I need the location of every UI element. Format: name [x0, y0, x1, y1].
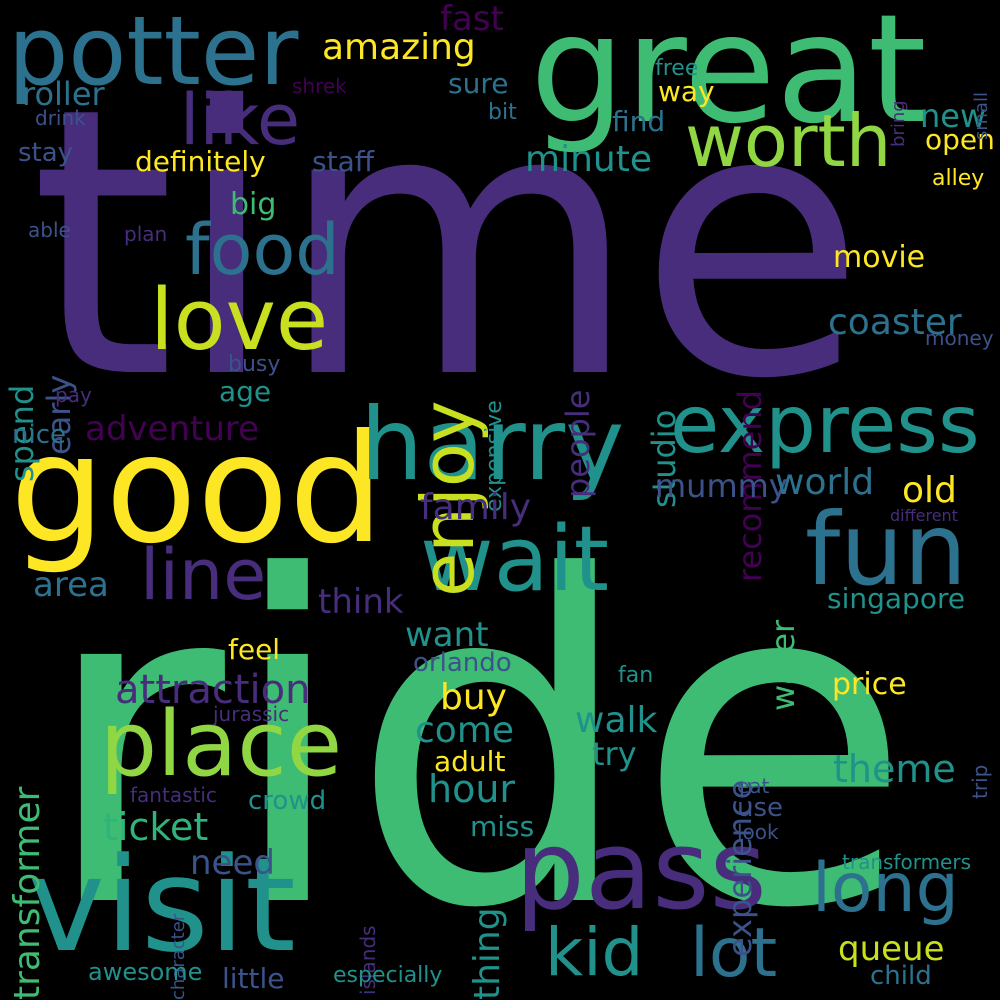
- word-attraction: attraction: [115, 667, 311, 713]
- word-staff: staff: [312, 145, 375, 178]
- word-definitely: definitely: [135, 145, 266, 178]
- word-new: new: [920, 97, 987, 135]
- word-transformers: transformers: [842, 850, 971, 874]
- word-ride: ride: [40, 483, 913, 1000]
- word-good: good: [10, 403, 384, 577]
- word-old: old: [902, 470, 957, 511]
- word-area: area: [33, 565, 109, 605]
- word-sure: sure: [448, 67, 509, 100]
- word-character: character: [168, 913, 189, 1000]
- word-transformer: transformer: [7, 786, 48, 1000]
- word-come: come: [415, 710, 515, 751]
- word-use: use: [737, 793, 784, 823]
- word-lot: lot: [690, 914, 778, 993]
- word-money: money: [925, 326, 994, 350]
- word-want: want: [405, 615, 489, 655]
- word-find: find: [612, 105, 666, 138]
- word-amazing: amazing: [322, 27, 476, 68]
- word-try: try: [592, 735, 637, 773]
- word-fast: fast: [440, 0, 504, 39]
- word-pass: pass: [515, 806, 767, 934]
- word-able: able: [28, 218, 71, 242]
- word-worth: worth: [685, 99, 892, 183]
- word-feel: feel: [228, 633, 281, 666]
- word-free: free: [655, 56, 699, 81]
- word-big: big: [230, 187, 277, 222]
- word-family: family: [420, 487, 532, 528]
- word-wait: wait: [420, 507, 610, 612]
- word-bit: bit: [488, 100, 517, 125]
- word-visit: visit: [28, 829, 296, 981]
- word-coaster: coaster: [828, 302, 962, 343]
- word-love: love: [150, 271, 329, 370]
- word-pay: pay: [55, 383, 92, 407]
- word-walk: walk: [575, 700, 658, 741]
- word-price: price: [832, 667, 907, 702]
- word-world: world: [775, 462, 875, 503]
- word-minute: minute: [525, 139, 652, 180]
- word-theme: theme: [833, 747, 956, 791]
- word-especially: especially: [333, 963, 443, 988]
- word-alley: alley: [932, 166, 985, 191]
- word-way: way: [658, 75, 715, 108]
- word-eat: eat: [737, 774, 770, 798]
- word-long: long: [812, 849, 959, 928]
- word-crowd: crowd: [248, 786, 327, 816]
- word-different: different: [890, 506, 958, 525]
- word-need: need: [190, 843, 275, 883]
- word-roller: roller: [22, 75, 105, 113]
- word-open: open: [925, 123, 995, 156]
- word-nice: nice: [12, 420, 66, 450]
- word-fan: fan: [618, 663, 654, 688]
- word-plan: plan: [124, 222, 168, 246]
- word-awesome: awesome: [88, 958, 203, 986]
- word-queue: queue: [838, 929, 945, 969]
- word-place: place: [100, 692, 343, 797]
- word-line: line: [140, 534, 267, 616]
- word-busy: busy: [228, 352, 281, 377]
- word-trip: trip: [968, 764, 992, 799]
- word-express: express: [670, 378, 980, 471]
- word-bring: bring: [888, 100, 909, 147]
- word-adult: adult: [434, 745, 506, 778]
- word-ticket: ticket: [103, 805, 209, 849]
- word-great: great: [530, 0, 927, 157]
- word-buy: buy: [440, 677, 507, 718]
- word-movie: movie: [833, 240, 926, 275]
- word-drink: drink: [35, 106, 86, 130]
- word-food: food: [185, 209, 340, 291]
- word-thing: thing: [467, 907, 508, 1000]
- word-shrek: shrek: [292, 74, 347, 98]
- word-child: child: [870, 961, 932, 991]
- word-mummy: mummy: [655, 467, 788, 505]
- word-adventure: adventure: [85, 409, 260, 449]
- word-hour: hour: [428, 767, 516, 811]
- word-little: little: [222, 962, 285, 995]
- word-fantastic: fantastic: [130, 783, 217, 807]
- word-singapore: singapore: [827, 582, 966, 615]
- word-potter: potter: [8, 0, 299, 107]
- word-kid: kid: [545, 914, 644, 991]
- word-jurassic: jurassic: [213, 702, 290, 726]
- word-miss: miss: [470, 810, 535, 843]
- word-time: time: [30, 30, 866, 460]
- word-fun: fun: [805, 491, 967, 608]
- word-people: people: [559, 389, 597, 498]
- word-like: like: [180, 79, 301, 161]
- word-orlando: orlando: [413, 648, 512, 678]
- word-look: look: [737, 820, 779, 844]
- word-age: age: [219, 375, 272, 408]
- word-stay: stay: [18, 138, 74, 168]
- word-harry: harry: [360, 386, 625, 503]
- word-water: water: [764, 619, 802, 711]
- word-think: think: [318, 582, 404, 622]
- word-small: small: [971, 92, 992, 140]
